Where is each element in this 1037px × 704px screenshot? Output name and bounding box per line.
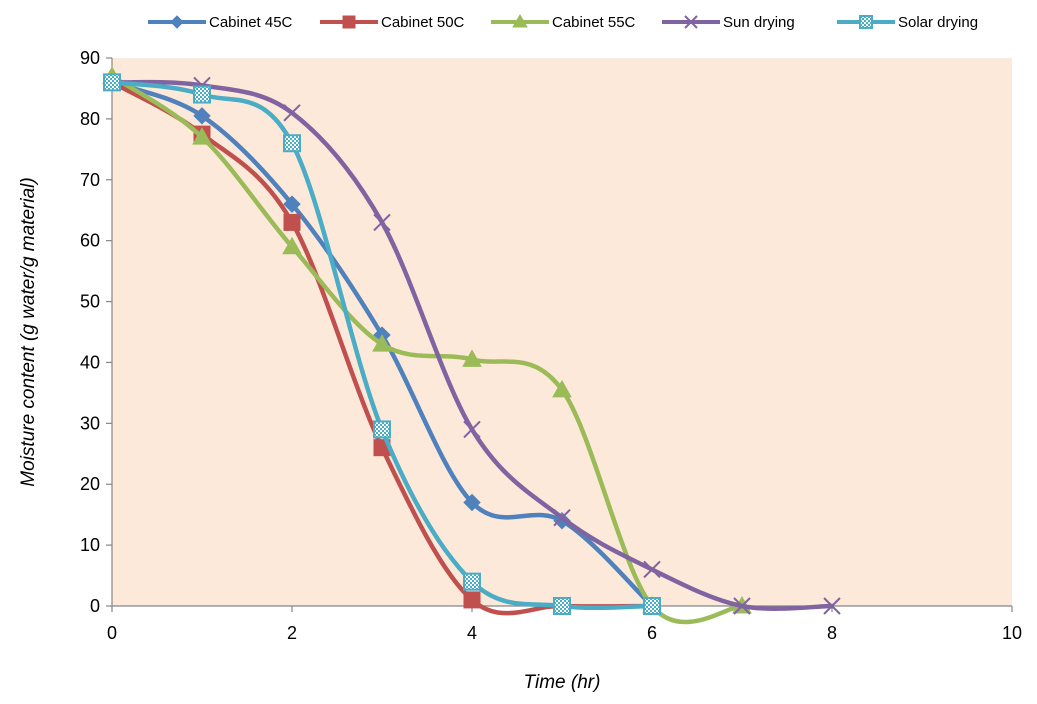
y-tick-label: 20 (80, 474, 100, 494)
data-point-marker (553, 597, 571, 615)
y-axis-title: Moisture content (g water/g material) (18, 177, 39, 486)
data-point-marker (552, 379, 572, 398)
data-point-marker (463, 572, 481, 591)
data-point-marker-stroke (553, 509, 571, 527)
x-axis-title: Time (hr) (524, 672, 601, 693)
data-point-marker-stroke (643, 560, 661, 579)
x-tick-label: 10 (1002, 623, 1022, 643)
data-point-marker (643, 560, 661, 579)
data-point-marker (643, 597, 661, 615)
y-tick-label: 80 (80, 109, 100, 129)
y-tick-label: 30 (80, 413, 100, 433)
data-point-marker-stroke (463, 420, 481, 439)
x-tick-label: 0 (107, 623, 117, 643)
x-tick-label: 4 (467, 623, 477, 643)
legend-marker (859, 15, 873, 29)
y-tick-label: 60 (80, 231, 100, 251)
y-tick-label: 90 (80, 48, 100, 68)
series-line (109, 80, 655, 611)
y-tick-label: 0 (90, 596, 100, 616)
data-point-marker-stroke (373, 213, 391, 232)
data-point-marker-stroke (823, 597, 841, 615)
data-point-marker (462, 349, 482, 367)
data-point-marker (103, 73, 121, 92)
data-point-marker (283, 134, 301, 153)
y-tick-label: 70 (80, 170, 100, 190)
legend-label: Cabinet 50C (381, 14, 465, 31)
legend-label: Solar drying (898, 14, 978, 31)
data-point-marker (283, 104, 301, 122)
data-point-marker (283, 213, 301, 231)
data-point-marker (553, 509, 571, 527)
data-point-marker (282, 236, 302, 255)
data-point-marker (463, 493, 481, 512)
x-tick-label: 2 (287, 623, 297, 643)
legend-marker (170, 15, 184, 29)
data-point-marker (193, 85, 211, 104)
series-line (109, 79, 835, 611)
y-tick-label: 40 (80, 352, 100, 372)
data-point-marker (373, 213, 391, 232)
series-solar-drying (103, 73, 661, 615)
data-point-marker (823, 597, 841, 615)
data-point-marker (372, 334, 392, 352)
legend-marker-stroke (684, 15, 698, 29)
legend-entry: Solar drying (837, 14, 978, 31)
data-point-marker (283, 195, 301, 213)
data-point-marker (192, 127, 212, 145)
legend-label: Sun drying (723, 14, 795, 31)
legend-marker (684, 15, 698, 29)
legend-entry: Cabinet 45C (148, 14, 293, 31)
x-tick-label: 6 (647, 623, 657, 643)
legend-entry: Sun drying (662, 14, 795, 31)
y-tick-label: 50 (80, 292, 100, 312)
data-point-marker (373, 420, 391, 439)
x-tick-label: 8 (827, 623, 837, 643)
y-tick-label: 10 (80, 535, 100, 555)
legend-label: Cabinet 45C (209, 14, 293, 31)
legend-marker (342, 15, 356, 29)
legend-marker (512, 14, 528, 28)
data-point-marker (463, 591, 481, 609)
legend-entry: Cabinet 55C (491, 14, 636, 31)
data-point-marker (193, 107, 211, 125)
data-point-marker (463, 420, 481, 439)
data-point-marker-stroke (283, 104, 301, 122)
legend-label: Cabinet 55C (552, 14, 636, 31)
data-point-marker (733, 597, 751, 615)
data-point-marker-stroke (733, 597, 751, 615)
legend-entry: Cabinet 50C (320, 14, 465, 31)
